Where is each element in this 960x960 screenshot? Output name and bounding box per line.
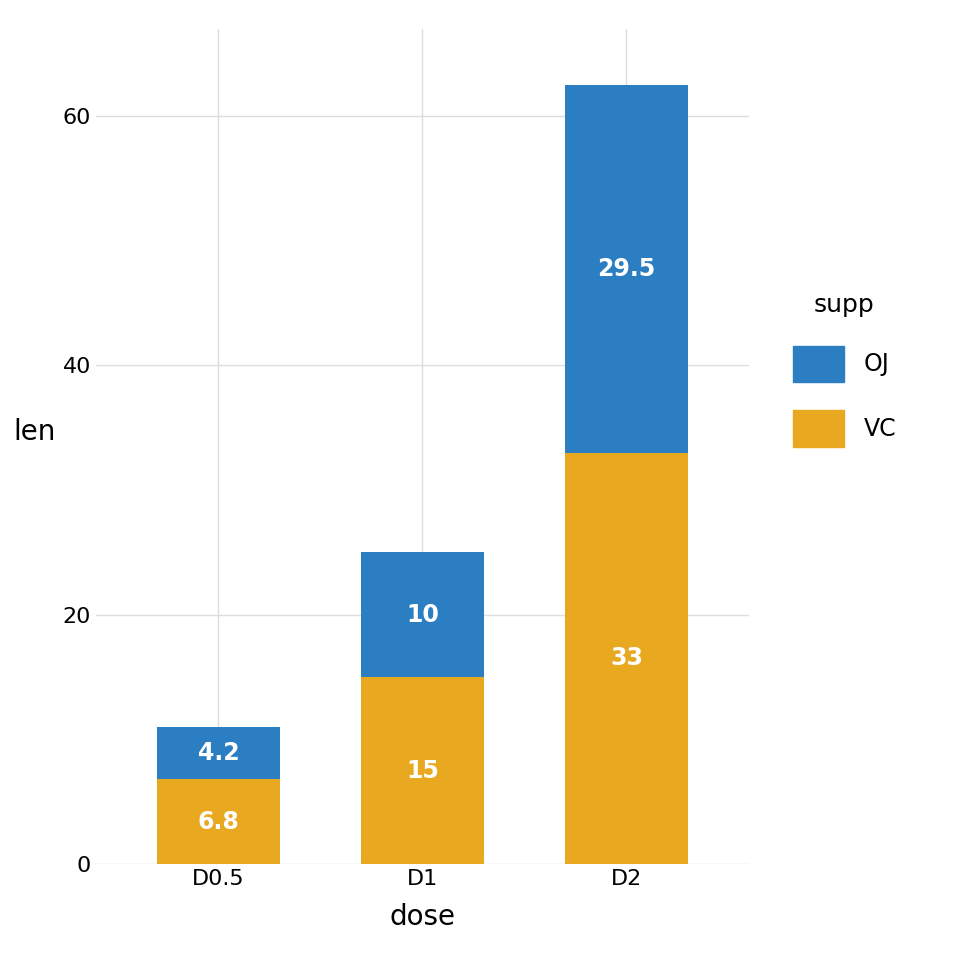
Bar (157, 727, 279, 780)
Legend: OJ, VC: OJ, VC (774, 275, 915, 466)
Bar (361, 552, 484, 677)
X-axis label: dose: dose (390, 902, 455, 931)
Bar (157, 780, 279, 864)
Text: 29.5: 29.5 (597, 256, 656, 280)
Text: 6.8: 6.8 (198, 809, 239, 833)
Y-axis label: len: len (13, 419, 57, 446)
Text: 15: 15 (406, 758, 439, 782)
Text: 10: 10 (406, 603, 439, 627)
Bar (361, 677, 484, 864)
Text: 33: 33 (610, 646, 643, 670)
Text: 4.2: 4.2 (198, 741, 239, 765)
Bar (565, 452, 687, 864)
Bar (565, 84, 687, 452)
